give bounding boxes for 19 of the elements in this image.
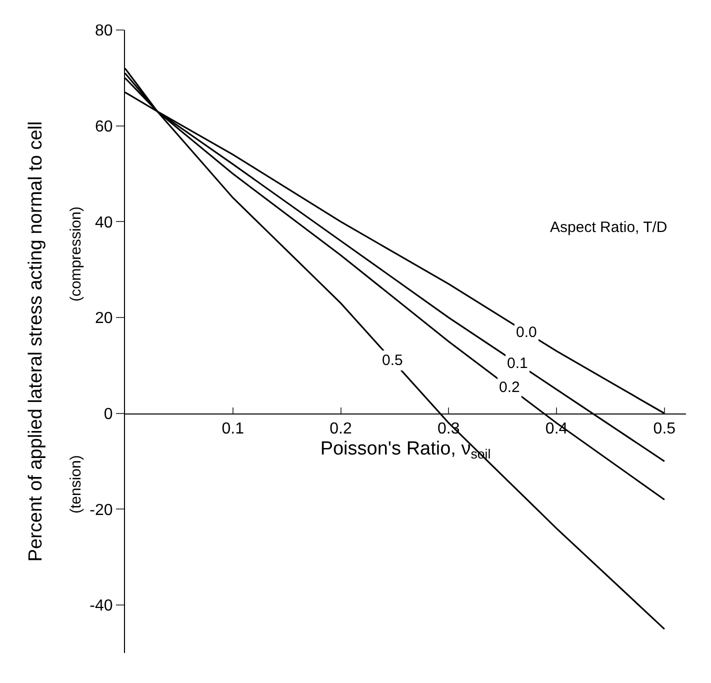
annotation: Aspect Ratio, T/D bbox=[550, 219, 668, 236]
y-tick-label: 40 bbox=[95, 214, 113, 232]
series-label: 0.2 bbox=[499, 379, 520, 396]
y-tick-label: 20 bbox=[95, 310, 113, 328]
y-axis-title: Percent of applied lateral stress acting normal to cell bbox=[26, 121, 47, 562]
series-label: 0.1 bbox=[507, 355, 528, 372]
x-tick-label: 0.4 bbox=[545, 420, 568, 438]
y-tick-label: -20 bbox=[90, 502, 113, 519]
text: (tension) bbox=[68, 455, 85, 514]
y-tick-label: 60 bbox=[95, 118, 113, 136]
x-tick-label: 0.2 bbox=[330, 420, 352, 438]
x-tick-label: 0.1 bbox=[222, 420, 244, 438]
series-label: 0.5 bbox=[382, 352, 403, 369]
text: (compression) bbox=[68, 206, 85, 302]
x-tick-label: 0.5 bbox=[653, 420, 676, 438]
y-tick-label: 80 bbox=[95, 22, 113, 40]
y-tick-label: 0 bbox=[104, 406, 113, 423]
y-tick-label: -40 bbox=[90, 598, 113, 615]
series-label: 0.0 bbox=[516, 324, 537, 341]
